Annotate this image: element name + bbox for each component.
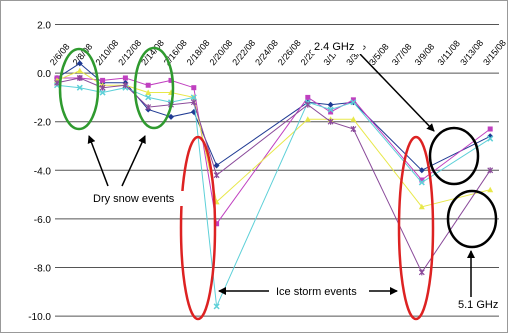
data-point (487, 126, 493, 132)
y-axis-ticks: 2.0 0.0 -2.0 -4.0 -6.0 -8.0 -10.0 (28, 21, 51, 324)
data-point (214, 221, 220, 227)
ghz24-arrow (359, 53, 435, 132)
dry-snow-arrow-1 (87, 135, 109, 187)
data-point (350, 125, 357, 132)
data-point (418, 269, 425, 276)
ice-storm-label: Ice storm events (276, 286, 357, 298)
series-line-5 (56, 77, 491, 274)
ice-storm-ellipse-1 (179, 135, 217, 321)
data-point (328, 109, 334, 115)
y-tick-label: 0.0 (37, 69, 51, 80)
x-tick-label: 3/9/08 (413, 42, 437, 68)
data-point (99, 89, 106, 96)
data-point (304, 116, 311, 122)
annotation-group: Dry snow events Ice storm events 2.4 GHz 5.… (58, 39, 501, 321)
data-point (418, 167, 425, 174)
data-point (304, 101, 311, 108)
data-point (213, 172, 220, 179)
data-point (122, 82, 129, 89)
x-tick-label: 2/26/08 (276, 38, 303, 67)
dry-snow-ellipse-1 (58, 47, 100, 131)
data-point (213, 162, 220, 169)
data-point (487, 167, 494, 174)
x-tick-label: 3/7/08 (390, 42, 414, 68)
x-tick-label: 3/15/08 (481, 38, 507, 67)
data-point (191, 85, 197, 91)
dry-snow-ellipse-2 (133, 46, 175, 130)
data-point (487, 186, 494, 193)
data-point (487, 135, 494, 142)
dry-snow-arrow-2 (121, 135, 146, 187)
ghz51-ellipse (446, 189, 498, 249)
data-point (145, 94, 152, 101)
y-tick-label: -10.0 (28, 312, 51, 323)
y-tick-label: -8.0 (34, 264, 52, 275)
y-tick-label: 2.0 (37, 21, 51, 32)
data-point (327, 106, 334, 113)
data-point (350, 99, 357, 106)
data-point (76, 84, 83, 91)
x-tick-label: 3/5/08 (367, 42, 391, 68)
data-point (76, 60, 83, 67)
data-point (145, 82, 151, 88)
data-point (419, 177, 425, 183)
y-tick-label: -2.0 (34, 118, 52, 129)
data-point (350, 97, 356, 103)
series-line-3 (56, 70, 491, 208)
data-point (305, 94, 311, 100)
x-tick-label: 2/10/08 (93, 38, 120, 67)
data-point (190, 94, 197, 101)
data-point (54, 79, 60, 86)
data-point (168, 113, 174, 120)
data-point (99, 84, 106, 91)
x-tick-label: 2/18/08 (185, 38, 212, 67)
ghz24-ellipse (428, 126, 480, 186)
y-tick-label: -6.0 (34, 215, 52, 226)
data-point (76, 74, 83, 81)
x-tick-label: 3/13/08 (458, 38, 485, 67)
data-point (213, 303, 220, 310)
data-point (168, 77, 174, 83)
x-tick-label: 2/24/08 (253, 38, 280, 67)
x-tick-label: 2/16/08 (162, 38, 189, 67)
dry-snow-label: Dry snow events (93, 193, 175, 205)
ghz24-label: 2.4 GHz (314, 41, 354, 53)
data-point (100, 77, 106, 83)
data-point (76, 67, 83, 74)
y-tick-label: -4.0 (34, 166, 52, 177)
data-point (418, 179, 425, 186)
x-tick-label: 3/11/08 (435, 38, 462, 67)
data-point (350, 116, 357, 122)
x-axis-ticks: 2/6/08 2/8/08 2/10/082/12/082/14/082/16/08… (48, 38, 507, 67)
data-point (145, 89, 152, 96)
x-tick-label: 2/20/08 (207, 38, 234, 67)
ghz51-label: 5.1 GHz (458, 299, 498, 311)
ice-storm-ellipse-2 (397, 135, 435, 321)
data-point (327, 118, 334, 125)
x-tick-label: 2/22/08 (230, 38, 257, 67)
data-point (190, 99, 197, 106)
data-point (145, 104, 152, 111)
data-point (327, 101, 334, 108)
data-point (122, 75, 128, 81)
series-group (53, 60, 494, 310)
data-point (418, 203, 425, 210)
